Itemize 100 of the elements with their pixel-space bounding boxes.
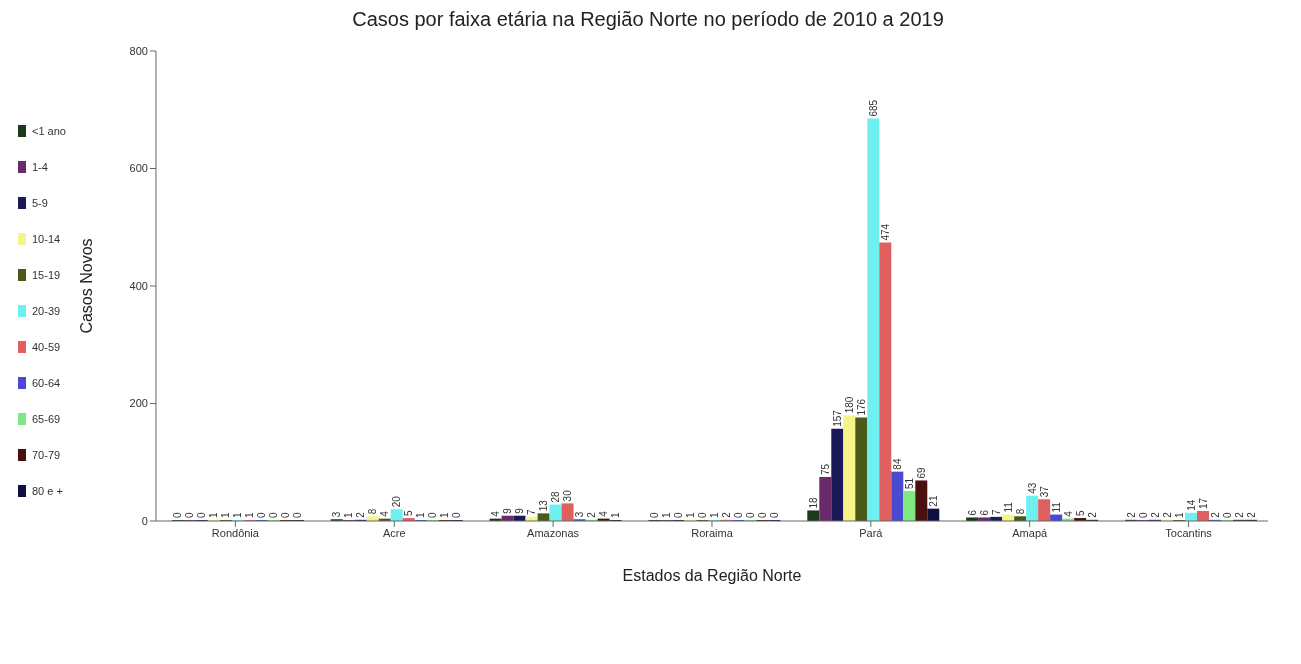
data-label: 51: [903, 477, 915, 490]
y-tick-label: 400: [129, 279, 148, 292]
data-label: 7: [526, 508, 538, 515]
y-tick-label: 200: [129, 397, 148, 410]
data-label: 8: [1014, 508, 1026, 515]
data-label: 20: [391, 495, 403, 508]
data-label: 4: [1062, 510, 1074, 517]
x-tick-label: Amazonas: [527, 526, 580, 539]
data-label: 14: [1185, 499, 1197, 511]
legend-label: 10-14: [32, 233, 61, 245]
data-label: 9: [502, 507, 514, 514]
data-label: 2: [1086, 511, 1098, 518]
data-label: 5: [403, 510, 415, 517]
data-label: 2: [1149, 511, 1161, 518]
chart-title: Casos por faixa etária na Região Norte no período de 2010 a 2019: [351, 8, 945, 31]
data-label: 28: [550, 490, 562, 503]
legend-label: 15-19: [32, 269, 61, 281]
data-label: 75: [819, 463, 831, 475]
data-label: 0: [256, 512, 268, 518]
data-label: 176: [855, 398, 867, 416]
data-label: 18: [807, 496, 819, 509]
data-label: 43: [1026, 482, 1038, 494]
legend-label: 80 e +: [32, 485, 63, 497]
data-label: 1: [208, 512, 220, 518]
data-label: 0: [1221, 512, 1233, 518]
y-tick-label: 800: [129, 44, 148, 57]
legend-label: 1-4: [32, 161, 48, 173]
data-label: 0: [427, 512, 439, 518]
data-label: 7: [990, 508, 1002, 515]
data-label: 2: [1245, 511, 1257, 518]
data-label: 1: [610, 512, 622, 518]
y-tick-label: 0: [141, 514, 148, 527]
data-label: 1: [439, 512, 451, 518]
data-label: 2: [586, 511, 598, 518]
data-label: 2: [1233, 511, 1245, 518]
data-label: 0: [648, 512, 660, 518]
data-label: 1: [684, 512, 696, 518]
data-label: 37: [1038, 485, 1050, 498]
data-label: 685: [867, 99, 879, 117]
data-label: 5: [1074, 510, 1086, 517]
data-label: 3: [574, 511, 586, 518]
x-tick-label: Acre: [382, 526, 406, 539]
data-label: 8: [367, 508, 379, 515]
data-label: 1: [708, 512, 720, 518]
data-label: 2: [355, 511, 367, 518]
data-label: 1: [415, 512, 427, 518]
data-label: 0: [451, 512, 463, 518]
data-label: 0: [184, 512, 196, 518]
data-label: 0: [268, 512, 280, 518]
data-label: 0: [172, 512, 184, 518]
data-label: 4: [490, 510, 502, 517]
data-label: 1: [1173, 512, 1185, 518]
data-label: 2: [1161, 511, 1173, 518]
data-label: 9: [514, 507, 526, 514]
x-axis-title: Estados da Região Norte: [622, 567, 802, 584]
data-label: 1: [232, 512, 244, 518]
x-tick-label: Roraima: [691, 526, 734, 539]
data-label: 1: [244, 512, 256, 518]
data-label: 17: [1197, 497, 1209, 510]
legend-label: 65-69: [32, 413, 61, 425]
data-label: 2: [720, 511, 732, 518]
data-label: 180: [843, 396, 855, 414]
data-label: 157: [831, 409, 843, 427]
data-label: 1: [660, 512, 672, 518]
data-label: 0: [1137, 512, 1149, 518]
data-label: 0: [744, 512, 756, 518]
data-label: 0: [196, 512, 208, 518]
x-tick-label: Rondônia: [211, 526, 260, 539]
data-label: 1: [343, 512, 355, 518]
data-label: 11: [1050, 501, 1062, 513]
legend-label: 40-59: [32, 341, 61, 353]
data-label: 0: [756, 512, 768, 518]
data-label: 4: [379, 510, 391, 517]
data-label: 3: [331, 511, 343, 518]
data-label: 1: [220, 512, 232, 518]
data-label: 0: [768, 512, 780, 518]
data-label: 69: [915, 466, 927, 479]
data-label: 0: [280, 512, 292, 518]
data-label: 2: [1209, 511, 1221, 518]
data-label: 11: [1002, 501, 1014, 513]
data-label: 21: [927, 495, 939, 507]
legend-label: 60-64: [32, 377, 61, 389]
data-label: 0: [696, 512, 708, 518]
data-label: 84: [891, 458, 903, 470]
x-tick-label: Pará: [859, 526, 884, 539]
y-tick-label: 600: [129, 162, 148, 175]
data-label: 6: [978, 509, 990, 516]
legend-label: 5-9: [32, 197, 48, 209]
y-axis-title: Casos Novos: [77, 238, 95, 334]
legend-label: <1 ano: [32, 125, 66, 137]
x-tick-label: Tocantins: [1165, 526, 1213, 539]
data-label: 474: [879, 223, 891, 241]
data-label: 0: [292, 512, 304, 518]
data-label: 13: [538, 499, 550, 512]
x-tick-label: Amapá: [1012, 526, 1049, 539]
data-label: 0: [672, 512, 684, 518]
legend-label: 20-39: [32, 305, 61, 317]
data-label: 6: [966, 509, 978, 516]
data-label: 2: [1125, 511, 1137, 518]
data-label: 30: [562, 489, 574, 502]
